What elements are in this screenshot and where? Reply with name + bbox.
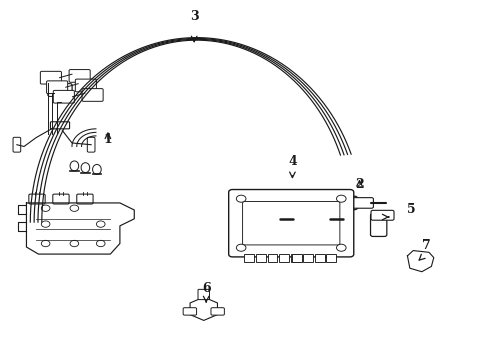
Text: 7: 7 xyxy=(421,239,430,252)
FancyBboxPatch shape xyxy=(350,198,373,208)
FancyBboxPatch shape xyxy=(50,122,69,129)
FancyBboxPatch shape xyxy=(325,196,357,210)
Polygon shape xyxy=(121,37,271,60)
Circle shape xyxy=(70,205,79,211)
FancyBboxPatch shape xyxy=(82,89,103,101)
FancyBboxPatch shape xyxy=(53,194,69,204)
Polygon shape xyxy=(26,203,134,254)
Ellipse shape xyxy=(92,165,101,174)
FancyBboxPatch shape xyxy=(303,254,312,262)
Circle shape xyxy=(236,244,245,251)
Circle shape xyxy=(70,240,79,247)
Circle shape xyxy=(41,240,50,247)
FancyBboxPatch shape xyxy=(75,79,96,92)
FancyBboxPatch shape xyxy=(314,254,324,262)
FancyBboxPatch shape xyxy=(69,69,90,82)
FancyBboxPatch shape xyxy=(13,137,20,152)
Circle shape xyxy=(96,240,105,247)
Text: 2: 2 xyxy=(354,177,363,190)
FancyBboxPatch shape xyxy=(292,213,330,225)
FancyBboxPatch shape xyxy=(242,202,339,245)
FancyBboxPatch shape xyxy=(291,254,301,262)
Polygon shape xyxy=(407,251,433,272)
FancyBboxPatch shape xyxy=(46,81,67,94)
Circle shape xyxy=(96,221,105,227)
FancyBboxPatch shape xyxy=(53,90,74,103)
Circle shape xyxy=(336,195,346,202)
Circle shape xyxy=(336,244,346,251)
Text: 5: 5 xyxy=(407,203,415,216)
FancyBboxPatch shape xyxy=(210,308,224,315)
Circle shape xyxy=(236,195,245,202)
Text: 3: 3 xyxy=(189,10,198,23)
FancyBboxPatch shape xyxy=(198,289,209,300)
FancyBboxPatch shape xyxy=(41,71,61,84)
FancyBboxPatch shape xyxy=(256,254,265,262)
Ellipse shape xyxy=(81,163,89,172)
FancyBboxPatch shape xyxy=(370,210,393,220)
FancyBboxPatch shape xyxy=(87,137,95,152)
FancyBboxPatch shape xyxy=(370,213,386,237)
FancyBboxPatch shape xyxy=(228,189,353,257)
FancyBboxPatch shape xyxy=(244,254,254,262)
FancyBboxPatch shape xyxy=(48,84,72,96)
FancyBboxPatch shape xyxy=(48,84,72,96)
FancyBboxPatch shape xyxy=(183,308,196,315)
FancyBboxPatch shape xyxy=(326,254,335,262)
Ellipse shape xyxy=(70,161,79,171)
Circle shape xyxy=(41,221,50,227)
Text: 6: 6 xyxy=(202,282,210,294)
FancyBboxPatch shape xyxy=(279,254,288,262)
Circle shape xyxy=(41,205,50,211)
FancyBboxPatch shape xyxy=(77,194,93,204)
Text: 1: 1 xyxy=(103,134,112,147)
Text: 4: 4 xyxy=(287,155,296,168)
FancyBboxPatch shape xyxy=(290,254,300,262)
FancyBboxPatch shape xyxy=(29,194,45,204)
FancyBboxPatch shape xyxy=(319,199,330,207)
FancyBboxPatch shape xyxy=(267,254,277,262)
